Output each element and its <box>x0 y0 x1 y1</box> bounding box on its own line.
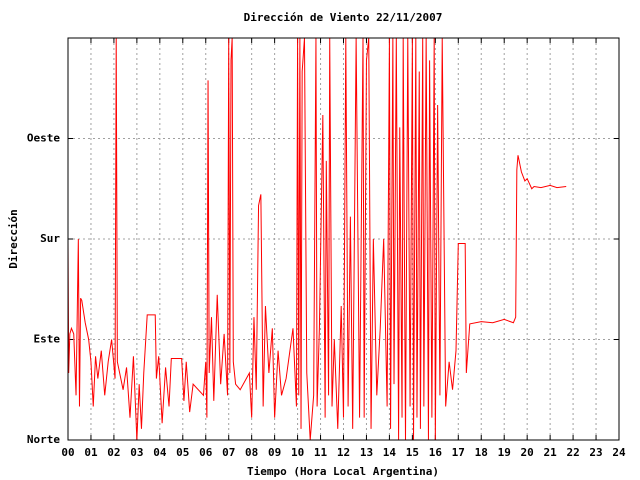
y-axis-label: Dirección <box>7 209 20 269</box>
y-tick-label: Este <box>34 333 61 346</box>
x-axis-label: Tiempo (Hora Local Argentina) <box>247 465 439 478</box>
x-tick-label: 04 <box>153 446 167 459</box>
x-tick-label: 08 <box>245 446 258 459</box>
x-tick-label: 03 <box>130 446 143 459</box>
x-tick-label: 06 <box>199 446 213 459</box>
x-tick-label: 05 <box>176 446 189 459</box>
x-tick-label: 12 <box>337 446 350 459</box>
chart-title: Dirección de Viento 22/11/2007 <box>244 11 443 24</box>
plot-frame <box>67 37 620 441</box>
x-tick-label: 13 <box>360 446 373 459</box>
x-tick-label: 02 <box>107 446 120 459</box>
x-tick-label: 18 <box>475 446 488 459</box>
y-tick-label: Norte <box>27 433 60 446</box>
x-tick-label: 07 <box>222 446 235 459</box>
x-tick-label: 00 <box>61 446 74 459</box>
x-tick-label: 19 <box>498 446 511 459</box>
x-tick-label: 16 <box>429 446 443 459</box>
data-line <box>67 37 567 441</box>
x-tick-label: 20 <box>521 446 534 459</box>
x-tick-label: 17 <box>452 446 465 459</box>
x-tick-label: 22 <box>566 446 579 459</box>
x-tick-label: 24 <box>612 446 626 459</box>
x-tick-label: 01 <box>84 446 98 459</box>
y-tick-label: Oeste <box>27 132 60 145</box>
x-tick-label: 14 <box>383 446 397 459</box>
x-tick-label: 21 <box>544 446 558 459</box>
x-tick-label: 23 <box>589 446 602 459</box>
x-tick-label: 11 <box>314 446 328 459</box>
x-tick-label: 09 <box>268 446 281 459</box>
x-tick-label: 10 <box>291 446 304 459</box>
y-tick-label: Sur <box>40 232 60 245</box>
x-tick-label: 15 <box>406 446 419 459</box>
